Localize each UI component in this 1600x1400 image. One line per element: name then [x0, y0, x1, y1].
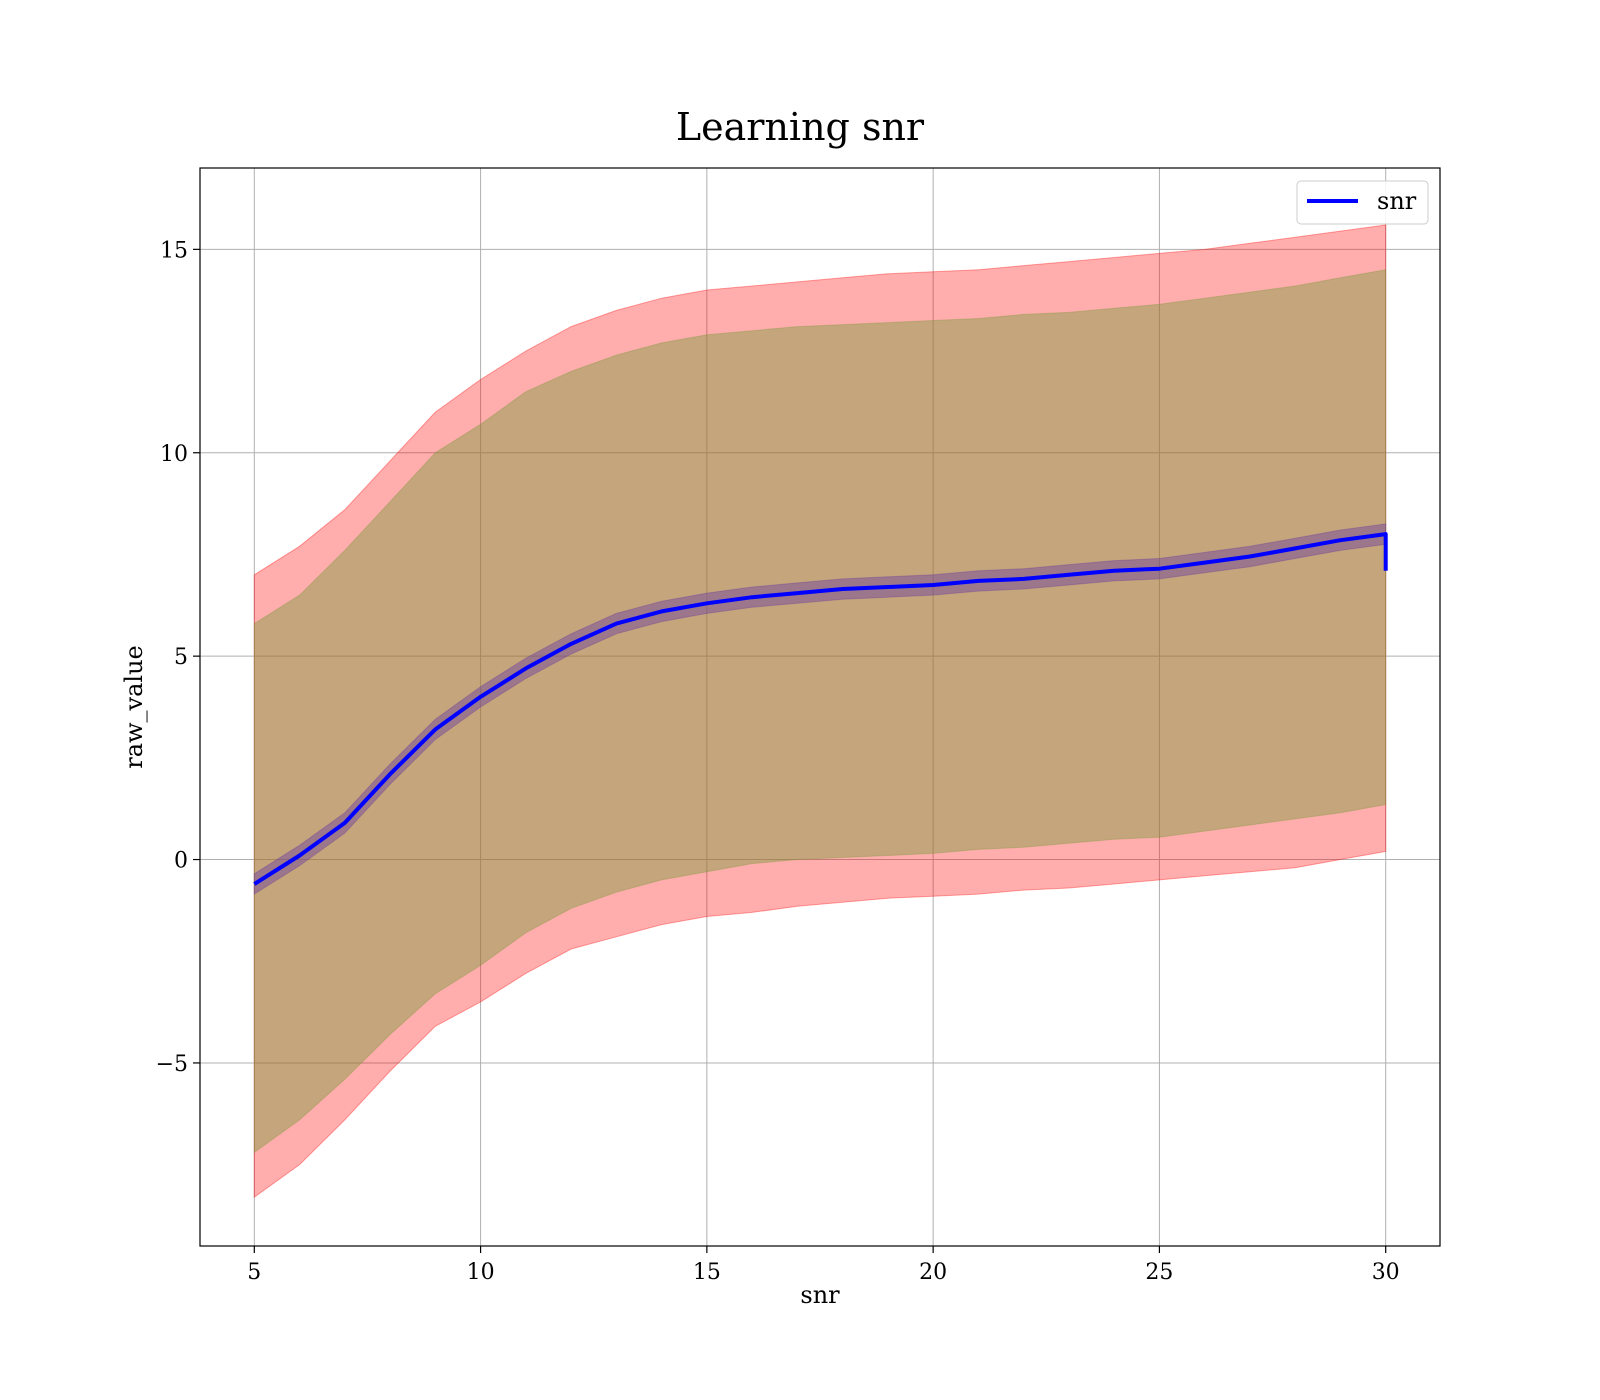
x-tick-label-4: 25 [1145, 1260, 1173, 1285]
legend-label: snr [1377, 187, 1417, 215]
x-tick-label-5: 30 [1372, 1260, 1400, 1285]
x-axis-label: snr [800, 1281, 840, 1309]
y-tick-label-2: 5 [174, 645, 188, 670]
y-tick-label-1: 0 [174, 849, 188, 874]
legend-box [1296, 180, 1429, 225]
chart-title: Learning snr [676, 105, 925, 149]
legend: snr [1296, 180, 1429, 225]
band-0 [253, 224, 1387, 1199]
y-axis-ticks: −5 0 5 10 15 [156, 238, 200, 1077]
confidence-bands [253, 224, 1387, 1199]
plot-area [200, 168, 1440, 1246]
y-tick-label-0: −5 [156, 1052, 188, 1077]
y-tick-label-3: 10 [160, 442, 188, 467]
series-lines [253, 532, 1388, 886]
x-tick-label-2: 15 [693, 1260, 721, 1285]
x-tick-label-0: 5 [247, 1260, 261, 1285]
x-tick-label-3: 20 [919, 1260, 947, 1285]
band-1 [253, 269, 1387, 1154]
grid-lines [200, 168, 1440, 1246]
y-axis-label: raw_value [120, 645, 148, 769]
plot-frame [199, 167, 1441, 1247]
x-axis-ticks: 5 10 15 20 25 30 [247, 1246, 1400, 1285]
series-line-0 [253, 532, 1388, 886]
x-tick-label-1: 10 [467, 1260, 495, 1285]
y-tick-label-4: 15 [160, 238, 188, 263]
